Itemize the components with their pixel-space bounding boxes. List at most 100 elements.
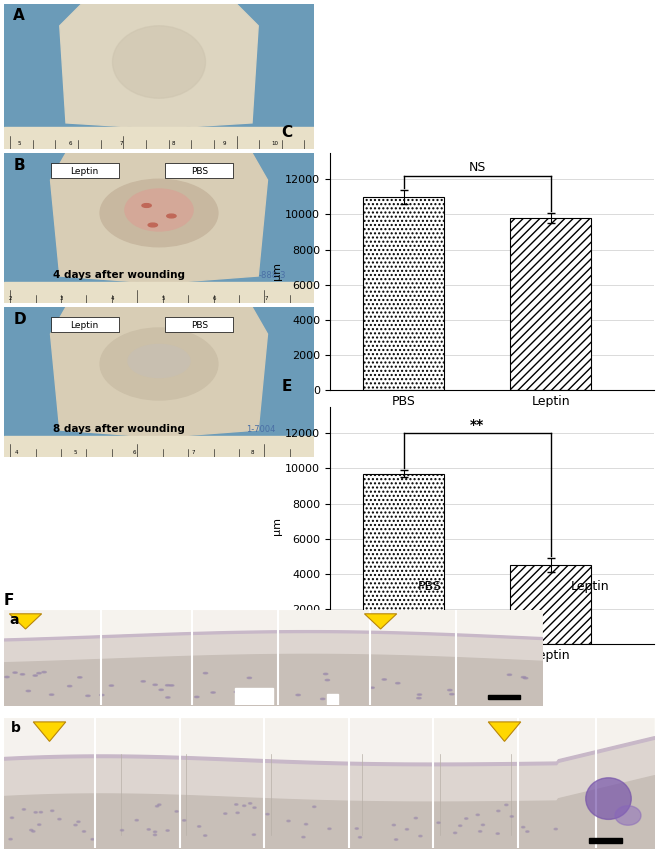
Text: 4 days after wounding: 4 days after wounding	[53, 269, 185, 280]
Ellipse shape	[287, 820, 290, 822]
Y-axis label: μm: μm	[272, 262, 282, 280]
Bar	[370, 610, 456, 705]
Bar	[165, 163, 234, 179]
Bar	[4, 436, 314, 457]
Ellipse shape	[141, 681, 145, 682]
Ellipse shape	[58, 818, 61, 820]
Ellipse shape	[478, 830, 482, 832]
Bar	[517, 718, 595, 848]
Text: 4: 4	[14, 451, 18, 456]
Bar	[4, 282, 314, 303]
Ellipse shape	[447, 689, 452, 691]
Text: 10: 10	[272, 141, 279, 146]
Text: -888-3: -888-3	[258, 271, 286, 280]
Ellipse shape	[197, 826, 201, 828]
Ellipse shape	[20, 674, 24, 675]
Text: 5: 5	[74, 451, 77, 456]
Bar	[51, 163, 118, 179]
Text: 6: 6	[213, 297, 216, 302]
Polygon shape	[365, 614, 397, 629]
Ellipse shape	[521, 676, 526, 678]
Polygon shape	[9, 614, 41, 629]
Text: 9: 9	[222, 141, 226, 146]
Text: C: C	[282, 125, 293, 139]
Text: 5: 5	[162, 297, 165, 302]
Ellipse shape	[170, 685, 174, 687]
Ellipse shape	[236, 812, 240, 814]
Ellipse shape	[82, 831, 86, 832]
Ellipse shape	[26, 690, 30, 692]
Ellipse shape	[77, 821, 80, 823]
Bar	[433, 718, 517, 848]
Bar	[165, 317, 234, 333]
Ellipse shape	[33, 675, 38, 676]
Ellipse shape	[142, 203, 151, 208]
Ellipse shape	[331, 696, 336, 697]
Bar	[511, 218, 592, 390]
Text: E: E	[282, 379, 291, 393]
Text: A: A	[13, 9, 25, 23]
Ellipse shape	[34, 811, 38, 813]
Ellipse shape	[405, 828, 409, 830]
Text: 1-7004: 1-7004	[246, 425, 275, 433]
Ellipse shape	[32, 830, 35, 832]
Ellipse shape	[243, 805, 246, 806]
Ellipse shape	[175, 811, 178, 812]
Bar	[101, 610, 192, 705]
Bar	[589, 838, 622, 843]
Ellipse shape	[481, 824, 484, 826]
Ellipse shape	[68, 686, 72, 687]
Ellipse shape	[195, 696, 199, 698]
Ellipse shape	[51, 810, 54, 811]
Ellipse shape	[510, 816, 513, 817]
Text: b: b	[11, 721, 20, 734]
Text: 2: 2	[9, 297, 12, 302]
Ellipse shape	[392, 824, 395, 826]
Text: Leptin: Leptin	[70, 167, 99, 175]
Ellipse shape	[417, 698, 421, 699]
Ellipse shape	[22, 809, 26, 811]
Bar	[192, 610, 278, 705]
Bar	[363, 197, 444, 390]
Ellipse shape	[235, 804, 238, 805]
Ellipse shape	[395, 839, 397, 840]
Ellipse shape	[203, 672, 208, 674]
Ellipse shape	[324, 673, 328, 675]
Ellipse shape	[203, 834, 207, 836]
Text: 8: 8	[171, 141, 175, 146]
Ellipse shape	[125, 189, 193, 231]
Text: D: D	[13, 311, 26, 327]
Ellipse shape	[328, 828, 331, 829]
Text: 8: 8	[250, 451, 254, 456]
Y-axis label: μm: μm	[272, 516, 282, 534]
Text: PBS: PBS	[418, 580, 442, 593]
Bar	[236, 688, 273, 705]
Ellipse shape	[166, 697, 170, 699]
Ellipse shape	[247, 677, 251, 679]
Ellipse shape	[166, 829, 169, 831]
Text: **: **	[470, 417, 484, 432]
Polygon shape	[34, 722, 66, 741]
Ellipse shape	[325, 680, 330, 681]
Bar	[4, 718, 95, 848]
Text: 6: 6	[69, 141, 72, 146]
Bar	[511, 565, 592, 644]
Text: Leptin: Leptin	[70, 321, 99, 329]
Bar	[327, 693, 338, 705]
Ellipse shape	[39, 811, 43, 813]
Ellipse shape	[37, 673, 41, 674]
Text: NS: NS	[468, 161, 486, 174]
Ellipse shape	[329, 694, 333, 696]
Text: F: F	[4, 593, 14, 608]
Ellipse shape	[382, 679, 386, 681]
Ellipse shape	[5, 676, 9, 678]
Polygon shape	[51, 153, 268, 284]
Ellipse shape	[526, 831, 529, 833]
Ellipse shape	[153, 831, 157, 833]
Ellipse shape	[615, 805, 641, 825]
Ellipse shape	[74, 824, 77, 826]
Ellipse shape	[522, 827, 525, 828]
Ellipse shape	[99, 694, 104, 696]
Ellipse shape	[78, 676, 82, 678]
Ellipse shape	[120, 829, 124, 831]
